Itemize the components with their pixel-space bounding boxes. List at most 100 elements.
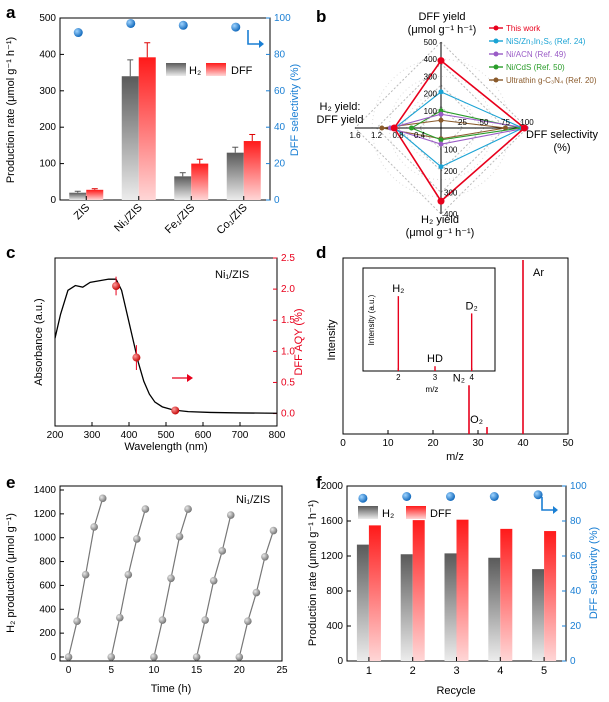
cycle-point — [175, 532, 184, 541]
radar-right-tick: 100 — [520, 118, 534, 127]
panel-a-ytick-label: 500 — [39, 13, 56, 24]
panel-a-legend-dff: DFF — [231, 65, 253, 77]
radar-legend-label: Ultrathin g-C₃N₄ (Ref. 20) — [506, 76, 597, 85]
panel-f-y2tick-label: 80 — [570, 516, 582, 527]
panel-f-bar-h2 — [444, 553, 457, 661]
cycle-point — [81, 570, 90, 579]
radar-axis-bottom-2: (μmol g⁻¹ h⁻¹) — [406, 227, 475, 239]
radar-series-point — [520, 124, 528, 132]
panel-a-bar-h2 — [121, 76, 139, 200]
radar-axis-top-2: (μmol g⁻¹ h⁻¹) — [408, 24, 477, 36]
panel-c-annotation: Ni₁/ZIS — [215, 269, 249, 281]
panel-d-inset-xlabel: m/z — [426, 385, 439, 394]
panel-a-bar-h2 — [226, 152, 244, 200]
panel-c-chart: 200 300 400 500 600 700 800 0.0 0.5 1.0 1.5 2.0 2.5… — [33, 253, 305, 453]
radar-legend-label: Ni/CdS (Ref. 50) — [506, 63, 565, 72]
panel-f-y2tick-label: 60 — [570, 551, 582, 562]
panel-a-ylabel: Production rate (μmol g⁻¹ h⁻¹) — [5, 37, 17, 183]
panel-e-ytick-label: 1400 — [34, 485, 57, 496]
panel-a-arrow-head-icon — [259, 40, 264, 48]
inset-xtick-label: 3 — [433, 373, 438, 382]
panel-e-xtick-label: 25 — [276, 665, 288, 676]
radar-axis-right-1: DFF selectivity — [526, 129, 599, 141]
absorbance-curve — [54, 278, 278, 414]
panel-c-arrowhead-icon — [187, 374, 193, 382]
panel-d-ylabel: Intensity — [326, 319, 338, 360]
radar-axis-left-2: DFF yield — [316, 114, 363, 126]
panel-f-legend-dff-swatch — [406, 506, 426, 519]
panel-f-y2label: DFF selectivity (%) — [588, 527, 600, 619]
panel-d-inset-ylabel: Intensity (a.u.) — [367, 294, 376, 345]
panel-a-xtick-label: ZIS — [72, 202, 93, 223]
radar-left-tick: 0.8 — [392, 131, 404, 140]
panel-a-xtick-label: Co₁/ZIS — [215, 202, 250, 237]
radar-axis-top-1: DFF yield — [418, 11, 465, 23]
inset-peak-label: D₂ — [466, 300, 478, 312]
radar-grid-ring — [354, 41, 528, 215]
panel-d-inset-frame — [362, 267, 496, 372]
cycle-point — [201, 616, 209, 624]
cycle-point — [209, 576, 218, 585]
panel-f-legend-dff: DFF — [430, 508, 452, 520]
panel-e-ytick-label: 1200 — [34, 509, 57, 520]
panel-d-xtick-label: 20 — [427, 438, 439, 449]
cycle-line — [196, 514, 232, 658]
aqy-point — [132, 353, 141, 362]
panel-d-xtick-label: 40 — [517, 438, 529, 449]
panel-d-xtick-label: 50 — [562, 438, 574, 449]
panel-a-bar-h2 — [174, 176, 192, 200]
radar-legend-label: This work — [506, 24, 541, 33]
panel-f-legend-h2: H₂ — [382, 508, 394, 520]
panel-a-bar-dff — [243, 141, 261, 200]
panel-c-xtick-label: 300 — [84, 430, 101, 441]
panel-e-xtick-label: 10 — [148, 665, 160, 676]
inset-peak-label: H₂ — [392, 283, 404, 295]
panel-f-ytick-label: 0 — [337, 656, 343, 667]
panel-a-selectivity-point — [231, 22, 241, 32]
cycle-point — [235, 653, 244, 661]
radar-legend-marker — [493, 38, 499, 44]
panel-c-y2tick-label: 0.0 — [281, 409, 295, 420]
radar-legend-marker — [493, 25, 499, 31]
panel-c-y2label: DFF AQY (%) — [293, 308, 305, 375]
radar-series-point — [438, 108, 444, 114]
panel-a-selectivity-point — [126, 18, 136, 28]
cycle-line — [153, 508, 189, 658]
radar-top-tick: 400 — [424, 55, 438, 64]
panel-c-y2tick-label: 1.5 — [281, 315, 295, 326]
panel-d-frame — [342, 257, 569, 435]
radar-top-tick: 500 — [424, 38, 438, 47]
radar-top-tick: 200 — [424, 90, 438, 99]
radar-series-point — [438, 117, 444, 123]
panel-a-bar-dff — [86, 189, 104, 200]
radar-legend-marker — [493, 77, 499, 83]
cycle-point — [158, 616, 167, 624]
radar-bottom-tick: 400 — [444, 210, 458, 219]
radar-bottom-tick: 300 — [444, 189, 458, 198]
radar-axis-right-2: (%) — [553, 142, 570, 154]
panel-e-annotation: Ni₁/ZIS — [236, 494, 270, 506]
cycle-point — [218, 547, 227, 555]
radar-series-point — [438, 111, 444, 117]
panel-f-bar-dff — [456, 519, 469, 661]
panel-a-chart: 0 100 200 300 400 500 0 20 40 60 80 100 ZIS Ni₁/ZIS… — [5, 13, 301, 237]
panel-a-bar-dff — [138, 57, 156, 201]
cycle-point — [269, 526, 278, 535]
radar-series-point — [438, 89, 444, 95]
panel-d-xtick-label: 30 — [472, 438, 484, 449]
cycle-point — [192, 653, 201, 661]
panel-f-ytick-label: 400 — [326, 621, 343, 632]
cycle-point — [252, 588, 261, 597]
cycle-point — [226, 511, 235, 519]
radar-right-tick: 50 — [480, 118, 489, 127]
panel-letter-c: c — [6, 243, 15, 262]
panel-a-bar-h2 — [69, 192, 87, 200]
panel-e-ytick-label: 400 — [39, 604, 56, 615]
panel-a-bar-dff — [191, 163, 209, 200]
cycle-point — [107, 653, 116, 661]
radar-axis-bottom-1: H₂ yield — [421, 214, 459, 226]
cycle-point — [124, 570, 133, 579]
panel-a-selectivity-point — [178, 20, 188, 30]
inset-peak-label: HD — [427, 353, 443, 365]
panel-a-legend-h2: H₂ — [189, 65, 201, 77]
